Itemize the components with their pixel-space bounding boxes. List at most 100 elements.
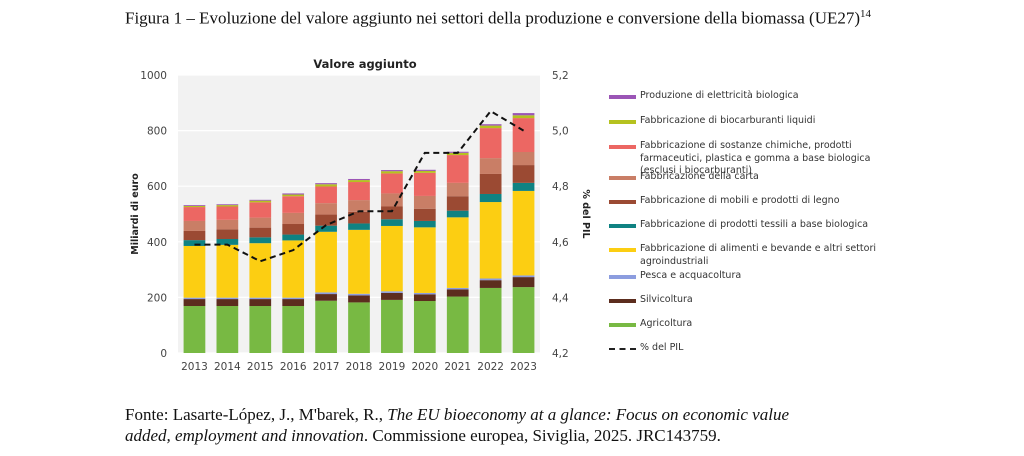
y-axis-right-label: % del PIL: [580, 189, 591, 238]
bar-segment: [282, 234, 305, 241]
legend-item: Fabbricazione di sostanze chimiche, prod…: [609, 140, 909, 178]
bar-segment: [512, 165, 535, 183]
legend-label: Fabbricazione della carta: [640, 171, 759, 182]
bar-segment: [282, 306, 305, 353]
legend-label: Fabbricazione di prodotti tessili a base…: [640, 219, 869, 230]
legend-label: Agricoltura: [640, 318, 693, 329]
legend-swatch: [609, 145, 636, 149]
bar-segment: [216, 306, 239, 353]
bar-segment: [183, 297, 206, 300]
bar-segment: [381, 292, 403, 300]
x-tick-label: 2016: [280, 361, 307, 373]
legend-swatch: [609, 248, 636, 252]
bar-segment: [348, 293, 370, 296]
y-right-tick-label: 5,2: [552, 70, 569, 82]
bar-segment: [512, 152, 535, 166]
legend-dashed-line-icon: [609, 348, 636, 350]
x-tick-label: 2014: [214, 361, 241, 373]
bar-stack-2023: [512, 113, 535, 353]
bar-stack-2020: [413, 169, 436, 353]
bar-segment: [183, 306, 206, 353]
bar-segment: [413, 170, 436, 173]
bar-segment: [512, 115, 535, 119]
bar-segment: [348, 182, 370, 201]
x-tick-label: 2018: [346, 361, 373, 373]
bar-segment: [216, 205, 239, 207]
bar-segment: [282, 297, 305, 300]
bar-segment: [348, 180, 370, 183]
bar-segment: [249, 299, 272, 307]
x-tick-label: 2020: [411, 361, 438, 373]
bar-segment: [479, 125, 502, 129]
y-right-tick-label: 4,6: [552, 237, 569, 249]
bar-segment: [282, 194, 305, 197]
y-tick-label: 1000: [140, 70, 167, 82]
legend-item: Agricoltura: [609, 318, 909, 331]
bar-segment: [249, 297, 272, 300]
y-right-tick-label: 4,8: [552, 181, 569, 193]
bar-stack-2014: [216, 204, 239, 353]
legend-item: Pesca e acquacoltura: [609, 270, 909, 283]
chart-title: Valore aggiunto: [313, 57, 416, 71]
legend-item: Fabbricazione di biocarburanti liquidi: [609, 115, 909, 128]
source-citation: Fonte: Lasarte-López, J., M'barek, R., T…: [125, 404, 825, 446]
bar-stack-2022: [479, 124, 502, 353]
bar-stack-2015: [249, 199, 272, 353]
bar-segment: [282, 212, 305, 225]
x-tick-label: 2019: [379, 361, 406, 373]
bar-segment: [216, 229, 239, 240]
y-axis-label: Miliardi di euro: [130, 173, 141, 255]
bar-segment: [413, 220, 436, 228]
bar-segment: [348, 223, 370, 230]
bar-segment: [249, 199, 272, 201]
bar-segment: [315, 184, 337, 187]
legend-item: Produzione di elettricità biologica: [609, 90, 909, 103]
bar-segment: [446, 289, 469, 297]
bar-segment: [216, 219, 239, 230]
bar-segment: [446, 210, 469, 218]
y-right-tick-label: 4,2: [552, 348, 569, 360]
bar-segment: [315, 294, 337, 301]
bar-segment: [446, 287, 469, 290]
bar-segment: [315, 231, 337, 293]
bar-segment: [282, 224, 305, 235]
bar-segment: [479, 128, 502, 159]
bar-segment: [413, 169, 436, 171]
bar-segment: [381, 171, 403, 174]
bar-segment: [216, 299, 239, 307]
bar-segment: [512, 190, 535, 276]
legend-swatch: [609, 176, 636, 180]
bar-stack-2018: [348, 178, 370, 353]
source-title: The EU bioeconomy at a glance: Focus on …: [125, 405, 789, 445]
bar-segment: [249, 217, 272, 228]
bar-segment: [413, 195, 436, 209]
bar-segment: [479, 193, 502, 203]
bar-segment: [479, 278, 502, 281]
bar-segment: [479, 173, 502, 194]
source-suffix: . Commissione europea, Siviglia, 2025. J…: [363, 426, 721, 445]
bar-segment: [183, 230, 206, 241]
bar-segment: [183, 299, 206, 307]
bar-segment: [446, 217, 469, 288]
y-right-tick-label: 4,4: [552, 292, 569, 304]
figure-caption: Figura 1 – Evoluzione del valore aggiunt…: [125, 8, 871, 29]
bar-segment: [446, 182, 469, 197]
bar-segment: [249, 227, 272, 238]
bar-segment: [381, 170, 403, 172]
y-tick-label: 800: [147, 126, 167, 138]
legend-label: Silvicoltura: [640, 294, 693, 305]
bar-stack-2019: [381, 170, 403, 353]
x-tick-label: 2021: [444, 361, 471, 373]
bar-segment: [381, 206, 403, 220]
bar-segment: [413, 227, 436, 293]
bar-segment: [381, 225, 403, 292]
bar-segment: [348, 211, 370, 224]
bar-segment: [381, 291, 403, 293]
bar-stack-2013: [183, 205, 206, 353]
bar-segment: [282, 240, 305, 298]
bar-segment: [446, 152, 469, 156]
legend-item: % del PIL: [609, 342, 909, 355]
bar-segment: [446, 196, 469, 211]
legend-label: Fabbricazione di biocarburanti liquidi: [640, 115, 816, 126]
bar-segment: [512, 118, 535, 153]
